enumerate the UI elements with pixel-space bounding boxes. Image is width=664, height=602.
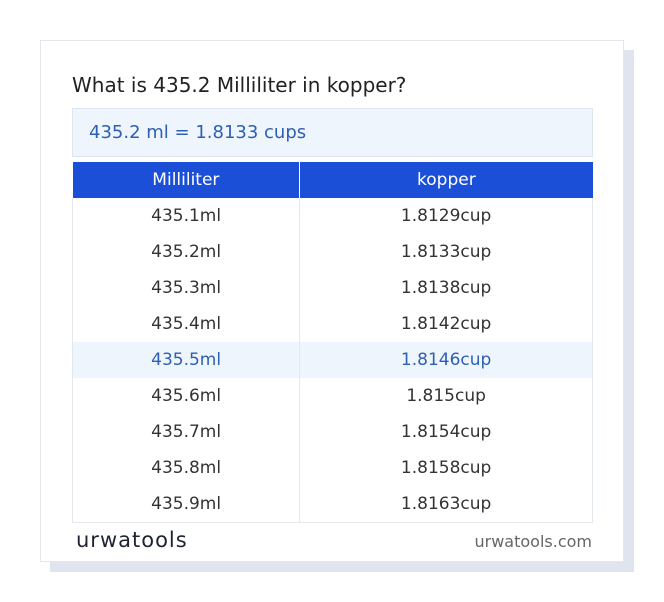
table-cell: 1.8133cup: [299, 234, 593, 270]
table-cell: 435.6ml: [71, 378, 301, 414]
header-cell: kopper: [299, 162, 593, 198]
site-link[interactable]: urwatools.com: [474, 532, 593, 551]
logo: urwatools: [76, 528, 188, 552]
table-cell: 435.8ml: [71, 450, 301, 486]
table-row: 435.6ml 1.815cup: [71, 378, 593, 414]
table-row: 435.2ml 1.8133cup: [71, 234, 593, 270]
table-cell: 1.8142cup: [299, 306, 593, 342]
card: What is 435.2 Milliliter in kopper? 435.…: [40, 40, 624, 562]
table-row: 435.1ml 1.8129cup: [71, 198, 593, 234]
table-cell: 435.5ml: [71, 342, 301, 378]
table-cell: 1.8154cup: [299, 414, 593, 450]
table-cell: 435.9ml: [71, 486, 301, 523]
table-cell: 435.1ml: [71, 198, 301, 234]
table-cell: 435.3ml: [71, 270, 301, 306]
table-cell: 435.2ml: [71, 234, 301, 270]
table-row: 435.5ml 1.8146cup: [71, 342, 593, 378]
table-row: 435.4ml 1.8142cup: [71, 306, 593, 342]
header-cell: Milliliter: [72, 162, 300, 198]
result-box: 435.2 ml = 1.8133 cups: [72, 108, 593, 157]
title: What is 435.2 Milliliter in kopper?: [72, 73, 407, 97]
table-row: 435.3ml 1.8138cup: [71, 270, 593, 306]
table-cell: 435.7ml: [71, 414, 301, 450]
table-row: 435.9ml 1.8163cup: [71, 486, 593, 523]
table-cell: 1.8138cup: [299, 270, 593, 306]
table-row: 435.7ml 1.8154cup: [71, 414, 593, 450]
header-row: Milliliter kopper: [72, 162, 593, 198]
conversion-table: Milliliter kopper 435.1ml 1.8129cup 435.2m…: [71, 162, 593, 523]
table-row: 435.8ml 1.8158cup: [71, 450, 593, 486]
table-cell: 1.8163cup: [299, 486, 593, 523]
table-cell: 1.815cup: [299, 378, 593, 414]
table-cell: 1.8146cup: [299, 342, 593, 378]
table-cell: 1.8158cup: [299, 450, 593, 486]
table-body: 435.1ml 1.8129cup 435.2ml 1.8133cup 435.3ml 1…: [71, 198, 593, 523]
table-cell: 1.8129cup: [299, 198, 593, 234]
table-cell: 435.4ml: [71, 306, 301, 342]
